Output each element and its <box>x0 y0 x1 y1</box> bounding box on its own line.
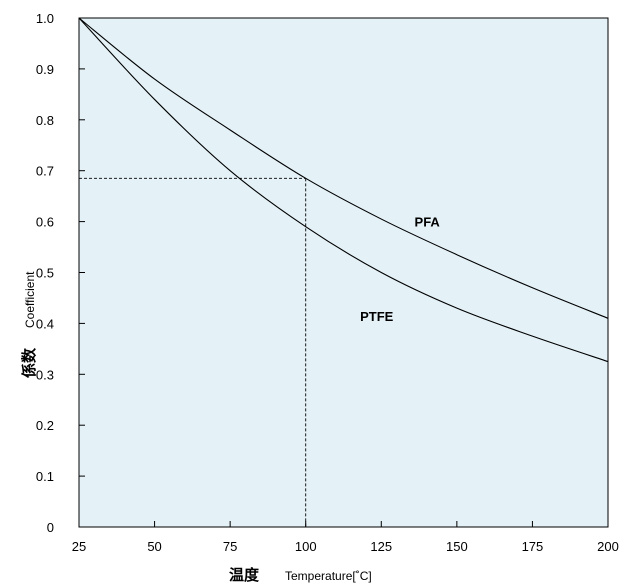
series-label-ptfe: PTFE <box>360 309 394 324</box>
y-tick-label: 0.7 <box>36 164 54 179</box>
y-axis-subtitle: Coefficient <box>23 271 37 328</box>
y-tick-label: 0.3 <box>36 367 54 382</box>
x-tick-label: 50 <box>147 539 161 554</box>
y-tick-label: 0.6 <box>36 215 54 230</box>
y-tick-label: 0.8 <box>36 113 54 128</box>
series-line-ptfe <box>78 17 609 363</box>
x-axis-subtitle: Temperature[˚C] <box>285 569 372 583</box>
y-tick-label: 1.0 <box>36 11 54 26</box>
y-tick-label: 0 <box>47 520 54 535</box>
plot-area <box>79 18 608 527</box>
x-tick-label: 150 <box>446 539 468 554</box>
x-tick-label: 75 <box>223 539 237 554</box>
x-axis-title: 温度 <box>229 566 260 583</box>
series-line-pfa <box>78 17 609 319</box>
series-label-pfa: PFA <box>415 215 441 230</box>
x-tick-label: 175 <box>522 539 544 554</box>
x-tick-label: 25 <box>72 539 86 554</box>
y-axis-title: 係数 <box>20 347 38 378</box>
y-tick-label: 0.4 <box>36 316 54 331</box>
y-tick-label: 0.9 <box>36 62 54 77</box>
y-tick-label: 0.1 <box>36 469 54 484</box>
y-tick-label: 0.2 <box>36 418 54 433</box>
series-group <box>78 17 609 363</box>
x-tick-label: 200 <box>597 539 619 554</box>
x-tick-label: 125 <box>370 539 392 554</box>
reference-lines <box>79 177 307 527</box>
x-axis: 25 50 75 100 125 150 175 200 <box>72 521 619 554</box>
x-tick-label: 100 <box>295 539 317 554</box>
y-tick-label: 0.5 <box>36 266 54 281</box>
y-axis: 0 0.1 0.2 0.3 0.4 0.5 0.6 0.7 0.8 0.9 1.0 <box>36 11 85 535</box>
